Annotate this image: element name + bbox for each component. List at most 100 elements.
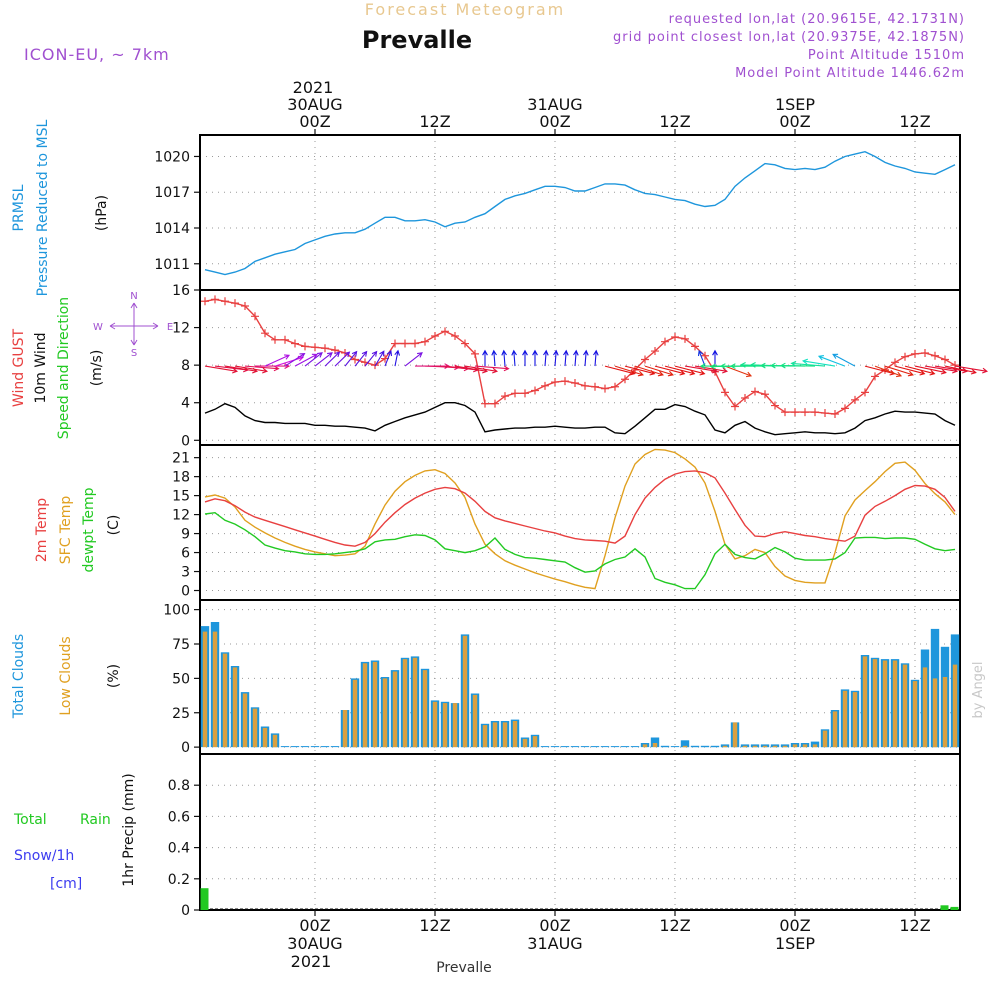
wind-gust-point xyxy=(721,388,729,397)
wind-dir-arrow xyxy=(790,360,826,367)
wind-dir-arrow xyxy=(884,365,915,377)
wind-dir-arrow xyxy=(817,355,846,367)
bottom-date-label-0: 30AUG xyxy=(287,934,342,953)
total-cloud-bar xyxy=(810,741,820,748)
precip-labels: Total Rain Snow/1h [cm] 1hr Precip (mm) xyxy=(13,773,137,892)
wind-dir-arrow xyxy=(674,365,706,376)
low-cloud-bar xyxy=(482,725,488,748)
wind-dir-arrow xyxy=(374,350,385,367)
pressure-line xyxy=(204,150,956,276)
wind-dir-arrow xyxy=(404,352,423,367)
compass-n: N xyxy=(130,291,137,302)
cloud-ytick-label-4: 100 xyxy=(163,603,190,619)
wind-dir-arrow xyxy=(364,350,378,367)
wind-gust-point xyxy=(941,355,949,364)
total-cloud-bar xyxy=(710,745,720,748)
wind-dir-arrow xyxy=(634,365,665,377)
total-cloud-bar xyxy=(690,745,700,748)
watermark: by Angel xyxy=(971,661,986,718)
low-cloud-bar xyxy=(342,710,348,748)
grid-coords: grid point closest lon,lat (20.9375E, 42… xyxy=(613,30,965,45)
low-cloud-bar xyxy=(232,667,238,748)
wind-gust-point xyxy=(351,355,359,364)
wind-dir-arrow xyxy=(954,365,989,374)
temp-frame xyxy=(199,444,961,601)
total-cloud-bar xyxy=(280,746,290,748)
top-date-label-0: 30AUG xyxy=(287,95,342,114)
low-cloud-bar xyxy=(212,631,218,748)
total-cloud-bar xyxy=(670,746,680,748)
wind-dir-arrow xyxy=(204,365,239,374)
wind-dir-arrow xyxy=(553,349,559,367)
pressure-frame xyxy=(199,134,961,291)
wind-gust-point xyxy=(931,351,939,360)
wind-gust-point xyxy=(241,301,249,310)
temp-label-dewpt: dewpt Temp xyxy=(81,487,97,572)
wind-gust-point xyxy=(271,335,279,344)
wind-frame xyxy=(199,289,961,446)
wind-gust-point xyxy=(561,377,569,386)
low-cloud-bar xyxy=(892,660,898,748)
wind-gust-point xyxy=(201,297,209,306)
pressure-ytick-label-3: 1020 xyxy=(154,149,190,165)
total-cloud-bar xyxy=(550,746,560,748)
low-cloud-bar xyxy=(492,722,498,748)
wind-label-speed-dir: Speed and Direction xyxy=(56,297,72,439)
low-cloud-bar xyxy=(722,745,728,748)
wind-gust-point xyxy=(231,299,239,308)
low-cloud-bar xyxy=(732,722,738,748)
wind-ytick-label-3: 12 xyxy=(172,321,190,337)
wind-dir-arrow xyxy=(801,358,836,367)
wind-gust-point xyxy=(801,408,809,417)
bottom-hour-label-3: 12Z xyxy=(659,916,690,935)
low-cloud-bar xyxy=(472,694,478,748)
wind-ytick-label-0: 0 xyxy=(181,433,190,449)
super-title: Forecast Meteogram xyxy=(365,0,565,19)
pressure-ytick-label-1: 1014 xyxy=(154,221,190,237)
wind-dir-arrow xyxy=(384,349,393,367)
wind-gust-point xyxy=(321,344,329,353)
total-cloud-bar xyxy=(310,746,320,748)
wind-gust-point xyxy=(541,381,549,390)
pressure-panel: 1011 1014 1017 1020 xyxy=(154,134,961,291)
wind-dir-arrow xyxy=(344,350,358,367)
sfc-temp-line xyxy=(204,448,956,590)
precip-label-total: Total xyxy=(13,812,47,828)
wind-dir-arrow xyxy=(697,349,706,367)
low-cloud-bar xyxy=(432,701,438,748)
low-cloud-bar xyxy=(792,744,798,748)
wind-gust-point xyxy=(701,351,709,360)
total-cloud-bar xyxy=(580,746,590,748)
wind-gust-point xyxy=(841,404,849,413)
low-cloud-bar xyxy=(922,667,928,748)
wind-dir-arrow xyxy=(904,365,936,376)
top-hour-label-1: 12Z xyxy=(419,112,450,131)
wind-ytick-label-2: 8 xyxy=(181,358,190,374)
wind-dir-arrow xyxy=(334,351,351,367)
temp-ytick-label-4: 12 xyxy=(172,508,190,524)
wind-dir-arrow xyxy=(501,349,507,367)
wind-gust-point xyxy=(871,372,879,381)
wind-label-10m: 10m Wind xyxy=(33,332,49,403)
wind-dir-arrow xyxy=(532,349,538,367)
wind-dir-arrow xyxy=(394,349,401,367)
cloud-panel: 0 25 50 75 100 xyxy=(163,599,961,756)
low-cloud-bar xyxy=(532,736,538,748)
wind-gust-point xyxy=(761,390,769,399)
temp-ytick-label-0: 0 xyxy=(181,584,190,600)
cloud-label-total: Total Clouds xyxy=(11,634,27,719)
low-cloud-bar xyxy=(932,678,938,748)
wind-dir-arrow xyxy=(324,351,341,367)
temp-panel: 0 3 6 9 12 15 18 21 xyxy=(172,444,961,601)
wind-gust-point xyxy=(851,395,859,404)
low-cloud-bar xyxy=(372,661,378,748)
cloud-ytick-label-1: 25 xyxy=(172,706,190,722)
temp-ytick-label-3: 9 xyxy=(181,527,190,543)
wind-dir-arrow xyxy=(832,353,856,367)
low-cloud-bar xyxy=(452,703,458,748)
wind-dir-arrow xyxy=(491,349,497,367)
wind-gust-point xyxy=(831,410,839,418)
bottom-hour-label-2: 00Z xyxy=(539,916,570,935)
precip-ytick-label-3: 0.6 xyxy=(168,809,190,825)
compass-rose xyxy=(109,302,159,346)
